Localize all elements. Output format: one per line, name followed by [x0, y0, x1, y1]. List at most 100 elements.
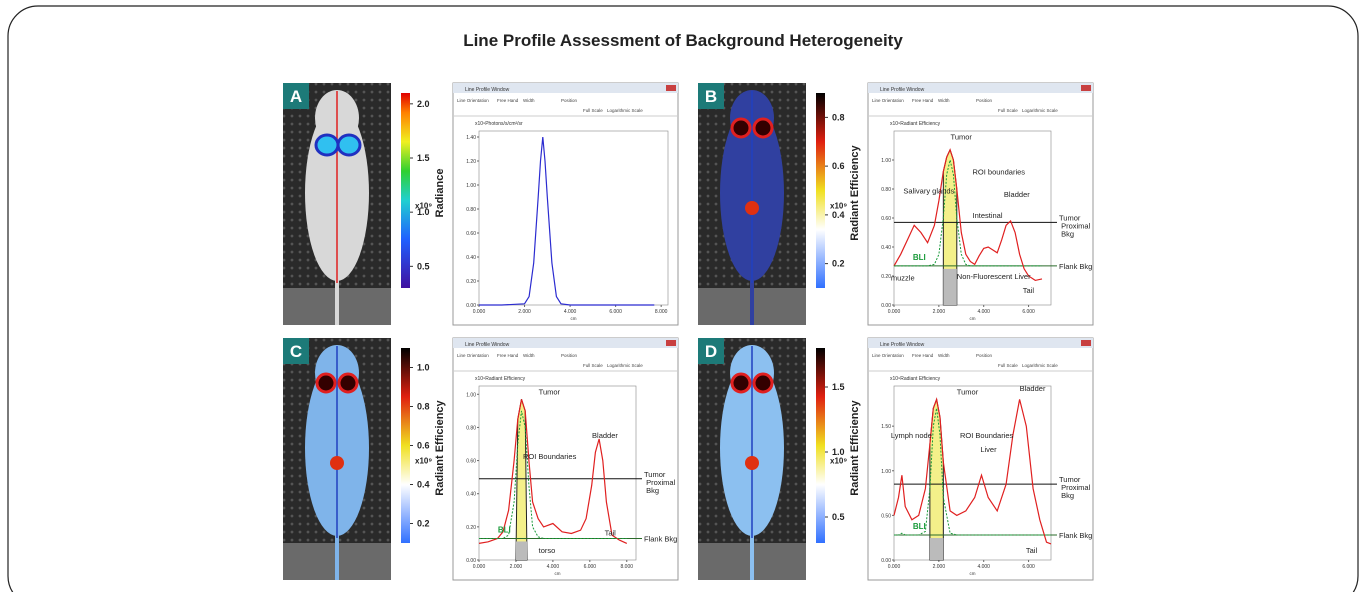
- toolbar-text: Line Orientation: [872, 98, 904, 103]
- colorbar-tick-label: 0.6: [832, 161, 845, 171]
- window-close: [666, 85, 676, 91]
- background-label-line: Bkg: [1059, 491, 1074, 500]
- annotation: Non-Fluorescent Liver: [957, 272, 1031, 281]
- colorbar-tick-label: 1.0: [417, 363, 430, 373]
- hotspot: [330, 456, 344, 470]
- toolbar-text: Free Hand: [912, 353, 934, 358]
- colorbar: [401, 93, 410, 288]
- hotspot: [316, 135, 338, 155]
- annotation: muzzle: [891, 274, 915, 283]
- y-tick-label: 0.80: [466, 207, 476, 213]
- x-tick-label: 8.000: [655, 309, 668, 315]
- toolbar-text: Width: [523, 353, 535, 358]
- y-tick-label: 0.80: [466, 425, 476, 431]
- panel-label: A: [290, 87, 302, 106]
- x-tick-label: 0.000: [473, 309, 486, 315]
- annotation: Intestinal: [973, 211, 1003, 220]
- y-tick-label: 1.00: [466, 392, 476, 398]
- x-tick-label: 4.000: [564, 309, 577, 315]
- toolbar-text: Line Orientation: [872, 353, 904, 358]
- annotation: Tail: [605, 529, 617, 538]
- toolbar-text: Full Scale: [583, 363, 603, 368]
- hotspot: [745, 456, 759, 470]
- toolbar-text: Position: [976, 353, 993, 358]
- y-tick-label: 0.60: [881, 216, 891, 222]
- x-tick-label: 0.000: [888, 564, 901, 570]
- colorbar-multiplier: x10⁹: [830, 457, 847, 466]
- x-tick-label: 4.000: [977, 309, 990, 315]
- colorbar-tick-label: 1.5: [417, 153, 430, 163]
- x-tick-label: 4.000: [547, 564, 560, 570]
- x-tick-label: 0.000: [888, 309, 901, 315]
- x-tick-label: 6.000: [609, 309, 622, 315]
- y-tick-label: 0.60: [466, 231, 476, 237]
- x-tick-label: 8.000: [621, 564, 634, 570]
- y-tick-label: 1.50: [881, 424, 891, 430]
- hotspot: [339, 374, 357, 392]
- series-label: BLI: [498, 525, 511, 534]
- background-label: Flank Bkg: [1059, 262, 1092, 271]
- background-label-line: Bkg: [644, 486, 659, 495]
- y-tick-label: 0.80: [881, 187, 891, 193]
- background-label: Flank Bkg: [644, 534, 677, 543]
- toolbar-text: Width: [938, 353, 950, 358]
- toolbar-text: Width: [938, 98, 950, 103]
- panel-label: D: [705, 342, 717, 361]
- toolbar-text: Position: [561, 98, 578, 103]
- annotation: Tail: [1026, 546, 1038, 555]
- annotation: Bladder: [1020, 384, 1046, 393]
- toolbar-text: Free Hand: [497, 353, 519, 358]
- colorbar-multiplier: x10⁹: [415, 457, 432, 466]
- annotation: ROI boundaries: [973, 168, 1026, 177]
- hotspot: [754, 119, 772, 137]
- window-close: [1081, 340, 1091, 346]
- y-tick-label: 0.40: [466, 492, 476, 498]
- colorbar: [401, 348, 410, 543]
- toolbar-text: Line Orientation: [457, 353, 489, 358]
- toolbar-text: Position: [561, 353, 578, 358]
- x-tick-label: 6.000: [584, 564, 597, 570]
- colorbar-tick-label: 0.2: [832, 259, 845, 269]
- window-close: [666, 340, 676, 346]
- y-tick-label: 1.20: [466, 159, 476, 165]
- annotation: Tumor: [951, 133, 973, 142]
- roi-band: [930, 538, 943, 560]
- toolbar-text: Full Scale: [583, 108, 603, 113]
- card-frame: [8, 6, 1358, 592]
- hotspot: [732, 374, 750, 392]
- x-tick-label: 4.000: [977, 564, 990, 570]
- y-unit: x10⁹Photons/s/cm²/sr: [475, 121, 523, 127]
- series-label: BLI: [913, 253, 926, 262]
- window-title: Line Profile Window: [880, 342, 925, 348]
- x-tick-label: 2.000: [933, 309, 946, 315]
- y-unit: x10⁹Radiant Efficiency: [475, 376, 526, 382]
- colorbar-tick-label: 0.4: [832, 210, 845, 220]
- colorbar-multiplier: x10⁹: [830, 202, 847, 211]
- toolbar-text: Line Orientation: [457, 98, 489, 103]
- y-unit: x10⁹Radiant Efficiency: [890, 376, 941, 382]
- x-axis-label: cm: [970, 316, 976, 321]
- background-label-line: Bkg: [1059, 229, 1074, 238]
- window: [453, 83, 678, 325]
- x-tick-label: 2.000: [518, 309, 531, 315]
- toolbar-text: Free Hand: [912, 98, 934, 103]
- window: [868, 83, 1093, 325]
- window-title: Line Profile Window: [465, 342, 510, 348]
- y-tick-label: 0.40: [881, 245, 891, 251]
- annotation: ROI Boundaries: [523, 452, 577, 461]
- series-label: BLI: [913, 522, 926, 531]
- annotation: Lymph node: [891, 431, 932, 440]
- x-tick-label: 2.000: [510, 564, 523, 570]
- hotspot: [754, 374, 772, 392]
- y-tick-label: 1.00: [881, 469, 891, 475]
- colorbar-multiplier: x10⁹: [415, 202, 432, 211]
- annotation: ROI Boundaries: [960, 431, 1014, 440]
- annotation: Liver: [980, 445, 997, 454]
- colorbar-tick-label: 1.5: [832, 382, 845, 392]
- toolbar-text: Logarithmic Scale: [1022, 108, 1058, 113]
- roi-band: [943, 269, 956, 305]
- mouse-tail: [335, 278, 339, 325]
- colorbar-label: Radiant Efficiency: [849, 144, 861, 240]
- figure-title: Line Profile Assessment of Background He…: [463, 31, 903, 50]
- colorbar-tick-label: 0.6: [417, 441, 430, 451]
